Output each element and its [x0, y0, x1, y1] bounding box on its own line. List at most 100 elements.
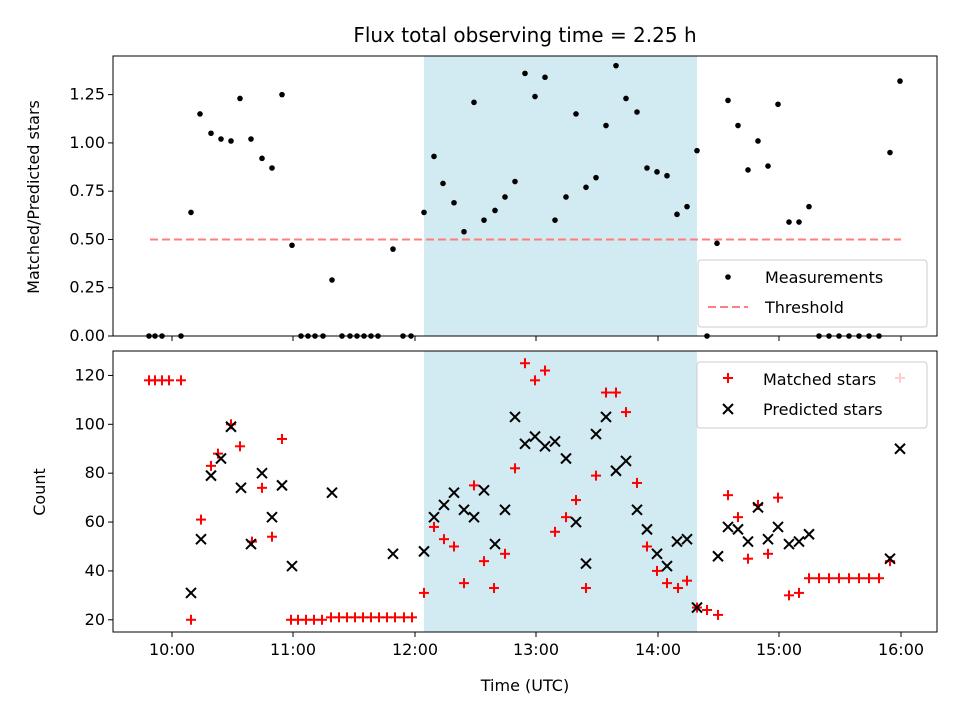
x-tick-label: 10:00 [149, 640, 195, 659]
observing-window-shade [424, 351, 697, 632]
predicted-star-point [641, 523, 653, 536]
predicted-star-point [803, 528, 815, 540]
measurement-point [542, 74, 548, 81]
matched-star-point [662, 578, 672, 589]
predicted-star-point [549, 435, 561, 448]
predicted-star-point [884, 552, 896, 565]
matched-star-point [784, 590, 794, 601]
matched-star-point [682, 575, 692, 586]
predicted-star-point [195, 533, 207, 545]
measurement-point [197, 111, 203, 117]
measurement-point [674, 211, 680, 218]
predicted-star-point [418, 545, 430, 558]
bottom-panel: 20 40 60 80 100 120 10:00 11:00 12:00 13:00 14:00 1… [74, 350, 938, 659]
matched-star-point [500, 548, 510, 559]
matched-star-point [213, 448, 223, 459]
predicted-star-point [580, 557, 592, 570]
measurement-point [248, 136, 254, 142]
matched-star-point [743, 553, 753, 564]
measurement-point [725, 97, 731, 104]
predicted-star-point [245, 538, 257, 550]
measurement-point [897, 78, 903, 84]
top-y-axis-label: Matched/Predicted stars [24, 100, 43, 294]
legend-threshold-label: Threshold [764, 298, 844, 317]
matched-star-point [702, 605, 712, 616]
matched-star-point [611, 387, 621, 398]
matched-star-point [235, 441, 245, 452]
matched-star-point [469, 480, 479, 491]
top-y-tick-label: 1.00 [69, 133, 105, 152]
measurement-point [471, 99, 477, 106]
matched-star-point [489, 583, 499, 594]
matched-star-point [773, 492, 783, 503]
matched-star-point [267, 531, 277, 542]
predicted-star-point [286, 560, 298, 572]
legend-predicted-marker [722, 403, 734, 415]
matched-star-point [824, 573, 834, 584]
predicted-star-point [499, 504, 511, 516]
matched-star-point [317, 614, 327, 625]
matched-star-point [814, 573, 824, 584]
predicted-star-point [387, 548, 399, 560]
matched-star-point [844, 573, 854, 584]
predicted-star-point [722, 521, 734, 533]
top-y-tick-label: 0.25 [69, 278, 105, 297]
predicted-star-point [519, 438, 531, 450]
measurement-point [583, 184, 589, 191]
legend-measurements-label: Measurements [765, 268, 883, 287]
measurement-point [613, 62, 619, 69]
predicted-star-point [539, 440, 551, 453]
matched-star-point [794, 587, 804, 598]
predicted-star-point [570, 516, 582, 528]
bottom-y-tick-label: 60 [85, 512, 105, 531]
legend-matched-marker [723, 373, 733, 383]
matched-star-point [196, 514, 206, 525]
matched-star-point [581, 583, 591, 594]
predicted-star-point [489, 538, 501, 550]
matched-star-point [834, 573, 844, 584]
top-y-tick-label: 0.00 [69, 326, 105, 345]
measurement-point [532, 93, 538, 100]
matched-star-point [550, 526, 560, 537]
matched-star-point [164, 375, 174, 386]
measurement-point [664, 172, 670, 179]
predicted-star-point [215, 452, 227, 465]
predicted-star-point [590, 428, 602, 440]
predicted-star-point [742, 535, 754, 548]
matched-star-point [429, 521, 439, 532]
measurement-point [644, 165, 650, 171]
predicted-star-point [560, 452, 572, 465]
predicted-star-point [468, 511, 480, 523]
measurement-point [502, 194, 508, 200]
top-y-tick-label: 1.25 [69, 85, 105, 104]
measurement-point [279, 91, 285, 98]
measurement-point [563, 194, 569, 200]
matched-star-point [449, 541, 459, 552]
predicted-star-point [478, 484, 490, 496]
predicted-star-point [712, 550, 724, 562]
measurement-point [694, 147, 700, 154]
predicted-star-point [651, 548, 663, 560]
measurement-point [218, 136, 224, 142]
measurement-point [775, 101, 781, 108]
predicted-star-point [235, 482, 247, 494]
measurement-point [492, 207, 498, 214]
matched-star-point [713, 609, 723, 620]
top-legend-box [697, 259, 928, 328]
predicted-star-point [783, 538, 795, 550]
measurement-point [786, 219, 792, 225]
predicted-star-point [509, 411, 521, 423]
measurement-point [329, 277, 335, 283]
predicted-star-point [326, 487, 338, 499]
top-legend: Measurements Threshold [697, 259, 928, 328]
legend-matched-label: Matched stars [763, 370, 876, 389]
x-tick-label: 14:00 [635, 640, 681, 659]
predicted-star-point [894, 443, 906, 455]
matched-star-point [510, 463, 520, 474]
predicted-star-point [448, 487, 460, 499]
predicted-star-point [681, 533, 693, 545]
matched-star-point [864, 573, 874, 584]
predicted-star-point [266, 511, 278, 523]
measurement-point [269, 165, 275, 171]
predicted-star-point [631, 504, 643, 516]
